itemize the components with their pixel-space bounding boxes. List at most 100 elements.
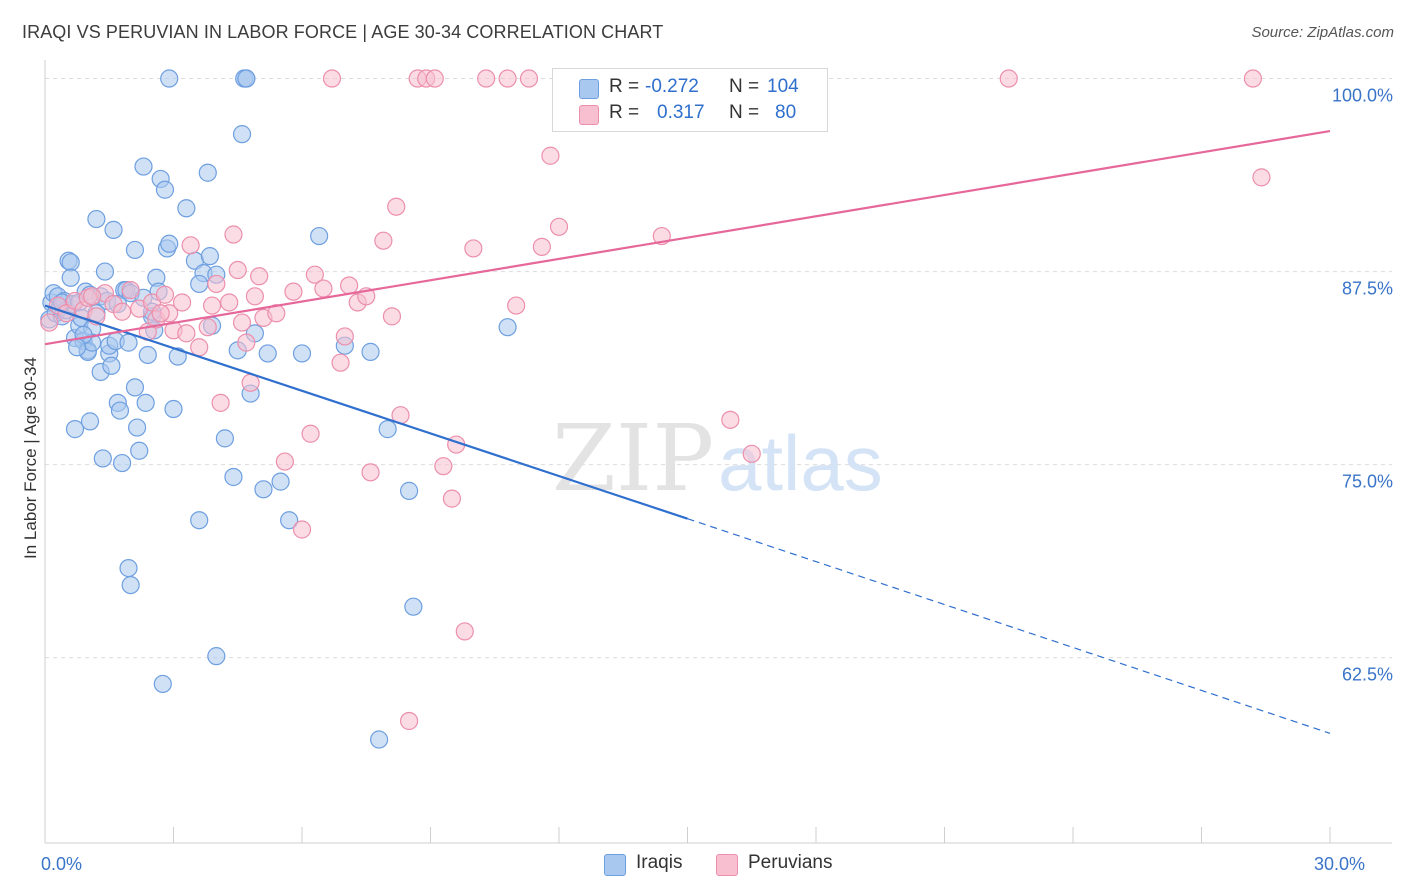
peruvians-trend-line [44, 129, 1331, 346]
iraqi-point [136, 393, 155, 412]
legend-r-value: 0.317 [657, 102, 705, 123]
iraqi-point [153, 674, 172, 694]
peruvian-point [999, 69, 1018, 88]
peruvian-point [112, 302, 132, 321]
legend-n-key: N = [729, 76, 760, 97]
iraqi-point [138, 345, 157, 365]
iraqi-point [237, 69, 256, 88]
iraqi-point [215, 429, 234, 448]
peruvian-point [374, 231, 393, 250]
iraqi-point [361, 342, 380, 361]
watermark-atlas: atlas [718, 419, 883, 507]
legend-n-value: 104 [767, 76, 799, 97]
y-tick-label: 87.5% [1342, 279, 1393, 299]
x-tick-label: 30.0% [1314, 854, 1365, 874]
iraqi-point [130, 441, 149, 460]
legend-r-key: R = [609, 76, 640, 97]
peruvian-point [211, 393, 230, 412]
y-tick-label: 62.5% [1342, 665, 1393, 685]
iraqi-point [121, 575, 140, 595]
iraqi-point [168, 347, 187, 366]
peruvian-point [284, 282, 303, 301]
peruvian-point [464, 239, 483, 258]
peruvian-point [181, 236, 200, 255]
iraqi-point [110, 401, 130, 420]
peruvian-point [292, 520, 312, 539]
trend-lines [44, 129, 1331, 734]
legend-n-value: 80 [775, 102, 797, 123]
source-credit: Source: ZipAtlas.com [1251, 24, 1394, 41]
legend-n-key: N = [729, 102, 760, 123]
peruvian-point [207, 274, 226, 294]
legend-swatch-iraqis [604, 854, 626, 876]
peruvian-point [387, 197, 406, 216]
peruvian-point [532, 237, 551, 256]
peruvian-point [1252, 168, 1271, 187]
iraqis-trend-extension [687, 518, 1331, 734]
iraqi-point [399, 481, 419, 500]
peruvian-point [399, 711, 419, 731]
iraqi-point [207, 647, 226, 666]
peruvian-point [549, 217, 569, 236]
legend-swatch-peruvians [716, 854, 738, 876]
iraqi-point [370, 730, 389, 749]
iraqi-point [254, 480, 273, 499]
iraqi-point [93, 449, 112, 468]
iraqi-point [198, 163, 217, 182]
iraqi-point [190, 274, 209, 294]
series-legend: Iraqis Peruvians [0, 852, 1406, 876]
iraqi-point [125, 378, 145, 397]
iraqi-point [61, 253, 80, 272]
iraqi-point [190, 511, 209, 530]
iraqi-point [102, 356, 121, 375]
legend-r-key: R = [609, 102, 640, 123]
iraqi-point [258, 344, 277, 363]
y-axis-label: In Labor Force | Age 30-34 [21, 357, 40, 559]
iraqi-point [61, 268, 80, 287]
iraqi-point [80, 412, 100, 431]
peruvian-point [202, 296, 222, 315]
peruvian-point [172, 293, 192, 312]
iraqi-point [498, 318, 517, 337]
peruvian-point [434, 457, 453, 476]
iraqi-point [160, 69, 179, 88]
legend-swatch-peruvians [579, 105, 599, 125]
peruvian-point [335, 327, 354, 346]
iraqi-point [125, 240, 145, 260]
peruvian-point [507, 296, 526, 315]
iraqi-point [224, 467, 243, 487]
legend-label-peruvians: Peruvians [748, 852, 833, 873]
peruvian-point [382, 307, 402, 326]
peruvian-point [305, 265, 324, 284]
peruvian-point [151, 304, 170, 323]
peruvian-point [498, 69, 517, 88]
peruvian-point [361, 463, 380, 482]
peruvian-point [1243, 69, 1263, 88]
iraqi-point [310, 226, 329, 246]
iraqi-point [292, 344, 312, 363]
peruvian-point [198, 318, 217, 337]
peruvian-point [541, 146, 560, 165]
legend-label-iraqis: Iraqis [636, 852, 683, 873]
peruvian-point [340, 276, 359, 295]
peruvian-point [442, 489, 462, 508]
iraqi-point [68, 338, 87, 357]
peruvian-point [519, 69, 539, 88]
iraqi-point [160, 234, 179, 253]
peruvian-point [455, 622, 474, 641]
iraqi-point [119, 333, 138, 352]
x-tick-label: 0.0% [41, 854, 82, 874]
iraqi-point [87, 209, 106, 229]
iraqi-point [104, 220, 123, 239]
iraqis-trend-line [44, 304, 688, 520]
iraqi-point [95, 262, 115, 281]
peruvian-point [177, 324, 196, 343]
peruvian-point [742, 444, 761, 463]
iraqi-point [378, 420, 397, 439]
peruvian-point [232, 313, 252, 332]
peruvian-point [331, 353, 350, 372]
peruvian-point [250, 267, 269, 286]
peruvian-point [425, 69, 444, 88]
chart-title: IRAQI VS PERUVIAN IN LABOR FORCE | AGE 3… [22, 22, 664, 42]
peruvian-point [155, 285, 175, 304]
